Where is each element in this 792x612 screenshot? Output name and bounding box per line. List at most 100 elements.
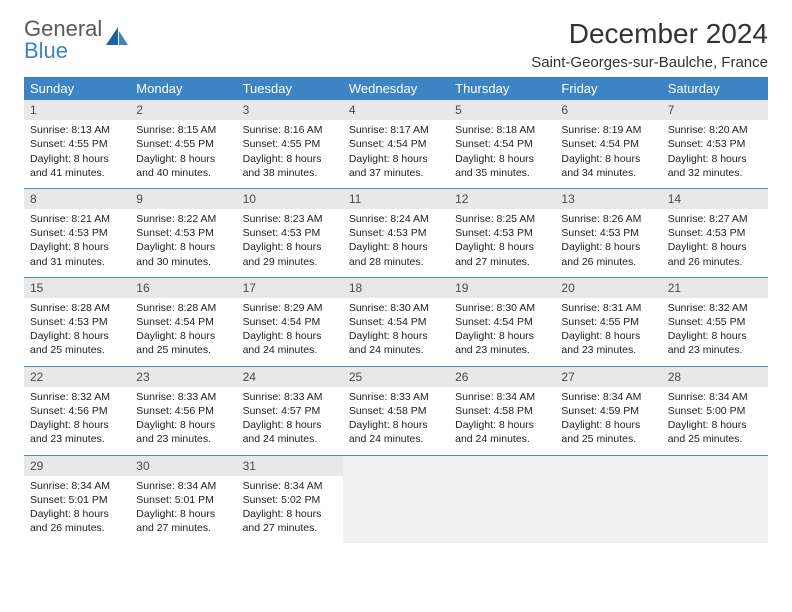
- day-cell: 21Sunrise: 8:32 AMSunset: 4:55 PMDayligh…: [662, 277, 768, 366]
- day-cell: 7Sunrise: 8:20 AMSunset: 4:53 PMDaylight…: [662, 100, 768, 188]
- daylight-text-2: and 26 minutes.: [561, 255, 655, 269]
- daylight-text-1: Daylight: 8 hours: [243, 418, 337, 432]
- day-cell: 26Sunrise: 8:34 AMSunset: 4:58 PMDayligh…: [449, 366, 555, 455]
- sunset-text: Sunset: 4:55 PM: [561, 315, 655, 329]
- day-header: Thursday: [449, 77, 555, 100]
- calendar-week: 22Sunrise: 8:32 AMSunset: 4:56 PMDayligh…: [24, 366, 768, 455]
- daylight-text-1: Daylight: 8 hours: [243, 507, 337, 521]
- day-cell: 4Sunrise: 8:17 AMSunset: 4:54 PMDaylight…: [343, 100, 449, 188]
- sunset-text: Sunset: 4:55 PM: [668, 315, 762, 329]
- day-header: Tuesday: [237, 77, 343, 100]
- day-number: 7: [662, 100, 768, 120]
- day-header: Sunday: [24, 77, 130, 100]
- daylight-text-1: Daylight: 8 hours: [243, 329, 337, 343]
- calendar-page: General Blue December 2024 Saint-Georges…: [0, 0, 792, 561]
- sunset-text: Sunset: 4:56 PM: [30, 404, 124, 418]
- day-header: Monday: [130, 77, 236, 100]
- sunset-text: Sunset: 4:54 PM: [455, 137, 549, 151]
- sunset-text: Sunset: 4:57 PM: [243, 404, 337, 418]
- daylight-text-2: and 25 minutes.: [136, 343, 230, 357]
- calendar-week: 8Sunrise: 8:21 AMSunset: 4:53 PMDaylight…: [24, 188, 768, 277]
- sunrise-text: Sunrise: 8:34 AM: [668, 390, 762, 404]
- daylight-text-1: Daylight: 8 hours: [455, 152, 549, 166]
- day-cell: 14Sunrise: 8:27 AMSunset: 4:53 PMDayligh…: [662, 188, 768, 277]
- daylight-text-2: and 25 minutes.: [561, 432, 655, 446]
- day-cell: 31Sunrise: 8:34 AMSunset: 5:02 PMDayligh…: [237, 455, 343, 543]
- daylight-text-1: Daylight: 8 hours: [668, 329, 762, 343]
- sunset-text: Sunset: 4:55 PM: [243, 137, 337, 151]
- day-header: Saturday: [662, 77, 768, 100]
- day-number: 18: [343, 278, 449, 298]
- day-number: 25: [343, 367, 449, 387]
- day-cell: 18Sunrise: 8:30 AMSunset: 4:54 PMDayligh…: [343, 277, 449, 366]
- daylight-text-1: Daylight: 8 hours: [561, 240, 655, 254]
- day-cell: 15Sunrise: 8:28 AMSunset: 4:53 PMDayligh…: [24, 277, 130, 366]
- calendar-week: 1Sunrise: 8:13 AMSunset: 4:55 PMDaylight…: [24, 100, 768, 188]
- empty-cell: .: [343, 455, 449, 543]
- sunrise-text: Sunrise: 8:16 AM: [243, 123, 337, 137]
- daylight-text-2: and 25 minutes.: [30, 343, 124, 357]
- day-header: Friday: [555, 77, 661, 100]
- sunrise-text: Sunrise: 8:13 AM: [30, 123, 124, 137]
- sunrise-text: Sunrise: 8:30 AM: [455, 301, 549, 315]
- day-cell: 3Sunrise: 8:16 AMSunset: 4:55 PMDaylight…: [237, 100, 343, 188]
- day-cell: 6Sunrise: 8:19 AMSunset: 4:54 PMDaylight…: [555, 100, 661, 188]
- sunset-text: Sunset: 4:54 PM: [243, 315, 337, 329]
- day-number: 17: [237, 278, 343, 298]
- sunset-text: Sunset: 4:53 PM: [243, 226, 337, 240]
- daylight-text-1: Daylight: 8 hours: [30, 507, 124, 521]
- title-block: December 2024 Saint-Georges-sur-Baulche,…: [531, 18, 768, 71]
- sunset-text: Sunset: 4:53 PM: [136, 226, 230, 240]
- sunset-text: Sunset: 4:55 PM: [30, 137, 124, 151]
- day-number: 2: [130, 100, 236, 120]
- daylight-text-2: and 40 minutes.: [136, 166, 230, 180]
- daylight-text-1: Daylight: 8 hours: [136, 152, 230, 166]
- daylight-text-2: and 38 minutes.: [243, 166, 337, 180]
- day-cell: 27Sunrise: 8:34 AMSunset: 4:59 PMDayligh…: [555, 366, 661, 455]
- sunrise-text: Sunrise: 8:26 AM: [561, 212, 655, 226]
- daylight-text-1: Daylight: 8 hours: [136, 329, 230, 343]
- day-cell: 29Sunrise: 8:34 AMSunset: 5:01 PMDayligh…: [24, 455, 130, 543]
- sunrise-text: Sunrise: 8:21 AM: [30, 212, 124, 226]
- day-number: 14: [662, 189, 768, 209]
- sunrise-text: Sunrise: 8:34 AM: [243, 479, 337, 493]
- daylight-text-2: and 23 minutes.: [30, 432, 124, 446]
- day-cell: 17Sunrise: 8:29 AMSunset: 4:54 PMDayligh…: [237, 277, 343, 366]
- sunrise-text: Sunrise: 8:22 AM: [136, 212, 230, 226]
- sunrise-text: Sunrise: 8:34 AM: [136, 479, 230, 493]
- sunrise-text: Sunrise: 8:34 AM: [455, 390, 549, 404]
- day-number: 28: [662, 367, 768, 387]
- day-number: 4: [343, 100, 449, 120]
- daylight-text-2: and 29 minutes.: [243, 255, 337, 269]
- sunrise-text: Sunrise: 8:28 AM: [30, 301, 124, 315]
- day-number: 15: [24, 278, 130, 298]
- sunrise-text: Sunrise: 8:17 AM: [349, 123, 443, 137]
- day-number: 12: [449, 189, 555, 209]
- daylight-text-1: Daylight: 8 hours: [30, 329, 124, 343]
- daylight-text-2: and 24 minutes.: [349, 432, 443, 446]
- daylight-text-1: Daylight: 8 hours: [349, 418, 443, 432]
- sunset-text: Sunset: 5:01 PM: [30, 493, 124, 507]
- daylight-text-1: Daylight: 8 hours: [30, 418, 124, 432]
- daylight-text-1: Daylight: 8 hours: [136, 507, 230, 521]
- sunset-text: Sunset: 4:53 PM: [455, 226, 549, 240]
- daylight-text-2: and 24 minutes.: [243, 432, 337, 446]
- daylight-text-2: and 23 minutes.: [136, 432, 230, 446]
- sunset-text: Sunset: 4:54 PM: [349, 315, 443, 329]
- day-cell: 10Sunrise: 8:23 AMSunset: 4:53 PMDayligh…: [237, 188, 343, 277]
- sunrise-text: Sunrise: 8:33 AM: [243, 390, 337, 404]
- day-number: 20: [555, 278, 661, 298]
- day-number: 27: [555, 367, 661, 387]
- sunrise-text: Sunrise: 8:20 AM: [668, 123, 762, 137]
- sunrise-text: Sunrise: 8:24 AM: [349, 212, 443, 226]
- day-cell: 16Sunrise: 8:28 AMSunset: 4:54 PMDayligh…: [130, 277, 236, 366]
- day-cell: 11Sunrise: 8:24 AMSunset: 4:53 PMDayligh…: [343, 188, 449, 277]
- sunrise-text: Sunrise: 8:27 AM: [668, 212, 762, 226]
- day-cell: 19Sunrise: 8:30 AMSunset: 4:54 PMDayligh…: [449, 277, 555, 366]
- logo-line2: Blue: [24, 38, 68, 63]
- daylight-text-1: Daylight: 8 hours: [455, 329, 549, 343]
- day-number: 26: [449, 367, 555, 387]
- daylight-text-2: and 32 minutes.: [668, 166, 762, 180]
- daylight-text-1: Daylight: 8 hours: [136, 240, 230, 254]
- daylight-text-2: and 23 minutes.: [561, 343, 655, 357]
